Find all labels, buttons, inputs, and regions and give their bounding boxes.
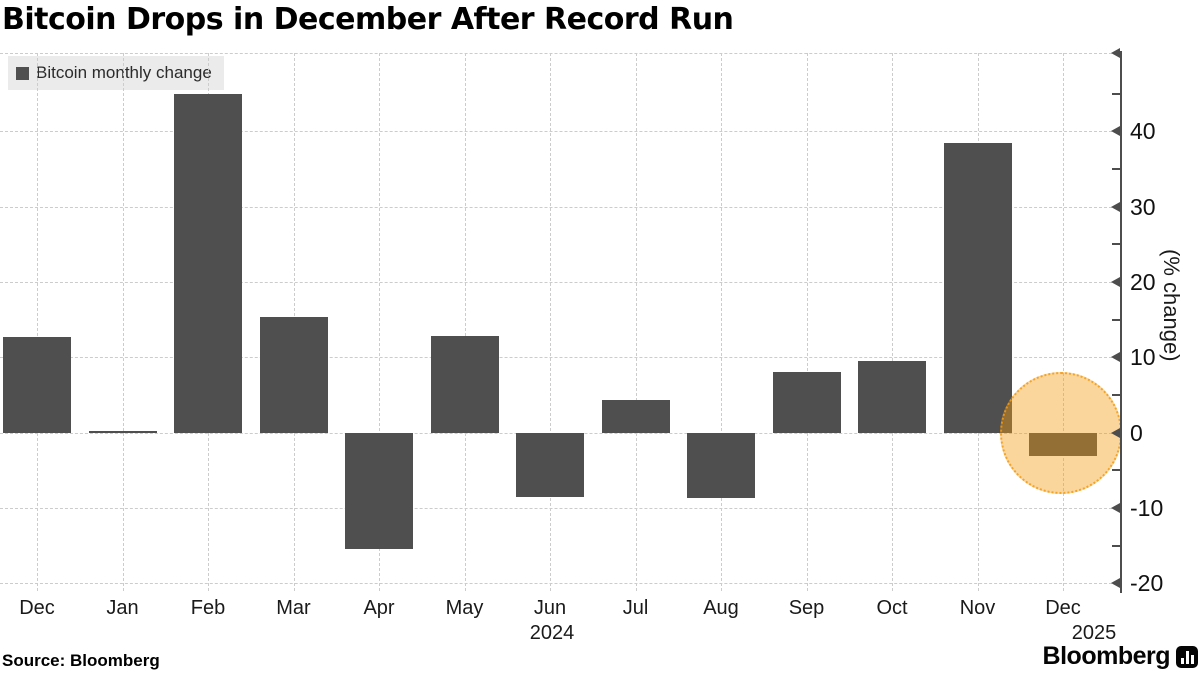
gridline-v [379, 53, 380, 591]
gridline-v [122, 53, 124, 591]
gridline-v [635, 53, 637, 591]
chart-bar-sep-9 [772, 371, 841, 433]
chart-bar-aug-8 [687, 432, 755, 498]
y-tick-label: -10 [1130, 495, 1164, 522]
x-tick-label: Dec [19, 597, 55, 619]
bloomberg-logo-icon [1176, 645, 1198, 668]
gridline-h [0, 131, 1122, 133]
y-axis-major-tick [1111, 578, 1120, 589]
y-axis-minor-tick [1112, 469, 1120, 472]
chart-bar-mar-3 [259, 317, 328, 433]
legend-label: Bitcoin monthly change [36, 63, 212, 82]
year-label: 2024 [529, 622, 575, 644]
gridline-v [1063, 53, 1064, 591]
y-axis-minor-tick [1112, 168, 1120, 171]
gridline-h [0, 357, 1122, 359]
y-axis-minor-tick [1112, 243, 1120, 246]
y-axis-major-tick [1111, 352, 1120, 363]
chart-bar-jul-7 [601, 400, 670, 433]
bloomberg-brand: Bloomberg [1043, 642, 1198, 671]
y-axis-end-arrow-icon [1111, 48, 1120, 58]
chart-bar-feb-2 [174, 94, 242, 433]
y-tick-label: 10 [1130, 344, 1156, 371]
x-tick-label: Dec [1045, 597, 1081, 619]
y-axis-major-tick [1111, 503, 1120, 514]
x-tick-label: Oct [876, 597, 908, 619]
year-label: 2025 [1071, 622, 1117, 644]
y-axis-major-tick [1111, 277, 1120, 288]
y-tick-label: 30 [1130, 193, 1156, 220]
gridline-h [0, 282, 1122, 284]
chart-title: Bitcoin Drops in December After Record R… [2, 2, 734, 37]
gridline-h-top [0, 53, 1122, 54]
chart-bar-nov-11 [943, 142, 1012, 433]
y-axis-line [1120, 51, 1122, 593]
x-tick-label: May [445, 597, 484, 619]
x-tick-label: Mar [276, 597, 311, 619]
gridline-v [464, 53, 466, 591]
gridline-v [37, 53, 38, 591]
legend: Bitcoin monthly change [8, 56, 224, 90]
gridline-h [0, 508, 1122, 510]
chart-bar-dec-0 [3, 337, 71, 433]
x-tick-label: Jun [533, 597, 567, 619]
y-tick-label: -20 [1130, 570, 1164, 597]
bloomberg-wordmark: Bloomberg [1042, 642, 1171, 670]
highlight-circle [1000, 371, 1122, 494]
y-axis-major-tick [1111, 126, 1120, 137]
chart-bar-oct-10 [858, 361, 926, 433]
x-tick-label: Apr [363, 597, 395, 619]
y-axis-minor-tick [1112, 92, 1120, 95]
x-tick-label: Jan [106, 597, 139, 619]
x-tick-label: Feb [190, 597, 226, 619]
chart-bar-may-5 [430, 335, 499, 433]
y-axis-title: (% change) [1159, 248, 1184, 362]
chart-bar-apr-4 [345, 432, 413, 549]
gridline-h [0, 583, 1122, 585]
legend-swatch-icon [16, 66, 29, 80]
plot-area: 40 30 20 10 0 -10 -20 Dec Jan Feb Mar Apr May Jun Jul A… [0, 48, 1163, 644]
gridline-v [892, 53, 893, 591]
y-axis-minor-tick [1112, 544, 1120, 547]
y-tick-label: 0 [1130, 419, 1143, 446]
chart-bar-jun-6 [516, 432, 584, 497]
x-tick-label: Nov [959, 597, 996, 619]
y-axis-minor-tick [1112, 318, 1120, 321]
chart-bar-jan-1 [88, 430, 157, 433]
y-axis-major-tick [1111, 427, 1120, 438]
x-tick-label: Aug [703, 597, 739, 619]
y-axis-major-tick [1111, 201, 1120, 212]
gridline-v [806, 53, 808, 591]
y-tick-label: 20 [1130, 269, 1156, 296]
gridline-v [550, 53, 551, 591]
y-tick-label: 40 [1130, 118, 1156, 145]
x-tick-label: Sep [788, 597, 825, 619]
source-note: Source: Bloomberg [2, 651, 160, 670]
x-tick-label: Jul [622, 597, 649, 619]
gridline-v [721, 53, 722, 591]
y-axis-minor-tick [1112, 394, 1120, 397]
gridline-h [0, 206, 1122, 208]
